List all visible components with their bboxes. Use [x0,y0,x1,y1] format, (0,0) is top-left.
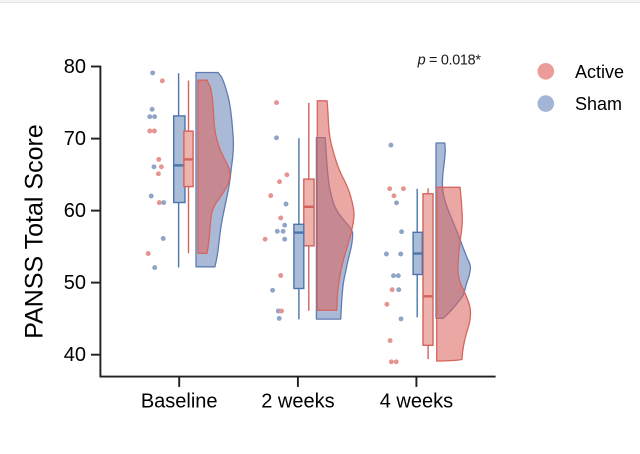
svg-text:70: 70 [64,128,86,150]
svg-text:Sham: Sham [575,94,622,114]
svg-text:40: 40 [64,344,86,366]
svg-text:2 weeks: 2 weeks [261,391,334,413]
svg-text:Active: Active [575,62,624,82]
svg-text:Baseline: Baseline [141,391,218,413]
svg-text:4 weeks: 4 weeks [380,391,453,413]
svg-text:p = 0.018*: p = 0.018* [417,52,482,68]
svg-text:50: 50 [64,272,86,294]
svg-text:80: 80 [64,56,86,78]
svg-text:PANSS Total Score: PANSS Total Score [20,124,48,338]
svg-text:60: 60 [64,200,86,222]
